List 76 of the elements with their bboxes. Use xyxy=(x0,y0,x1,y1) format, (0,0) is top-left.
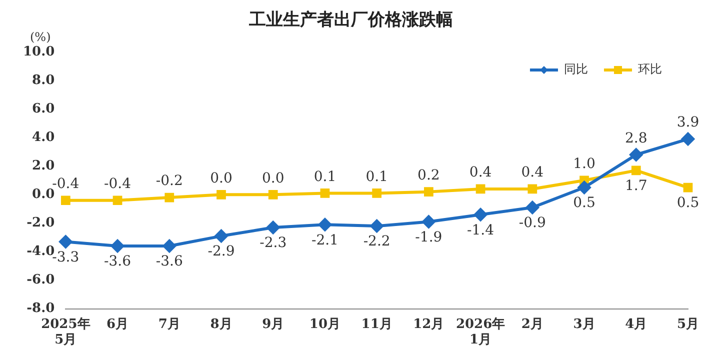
point xyxy=(474,208,488,222)
y-tick-label: -4.0 xyxy=(26,244,55,260)
data-label: 0.0 xyxy=(210,170,232,186)
point xyxy=(578,181,591,194)
legend-label: 环比 xyxy=(638,62,662,76)
y-axis-title: (%) xyxy=(30,30,51,44)
data-label: -2.9 xyxy=(208,244,235,260)
point xyxy=(111,240,124,253)
x-tick-label: 7月 xyxy=(158,316,180,332)
x-tick-label: 4月 xyxy=(625,316,648,332)
y-tick-label: 6.0 xyxy=(32,101,55,116)
point xyxy=(268,190,278,200)
data-label: 0.1 xyxy=(314,168,336,185)
x-tick-label: 8月 xyxy=(210,316,232,332)
x-tick-label: 5月 xyxy=(676,316,699,332)
x-tick-label: 2月 xyxy=(521,316,544,332)
y-tick-label: -2.0 xyxy=(26,216,55,231)
x-tick-label: 2026年 1月 xyxy=(456,316,506,348)
point xyxy=(476,184,486,194)
point xyxy=(266,220,280,234)
data-label: -3.6 xyxy=(104,254,132,270)
x-tick-label: 3月 xyxy=(573,316,596,332)
y-tick-label: 8.0 xyxy=(32,72,55,88)
y-tick-label: -6.0 xyxy=(26,272,55,288)
data-label: 0.5 xyxy=(676,195,700,212)
point xyxy=(59,235,72,248)
x-tick-label: 2025年 5月 xyxy=(41,316,90,348)
x-tick-label: 6月 xyxy=(106,316,129,332)
point xyxy=(214,230,228,243)
data-label: 1.0 xyxy=(573,156,596,172)
data-label: 0.4 xyxy=(469,164,492,181)
data-label: 1.7 xyxy=(624,178,648,194)
x-tick-label: 9月 xyxy=(262,316,284,332)
data-label: -3.6 xyxy=(156,254,183,270)
x-tick-label: 12月 xyxy=(413,316,444,332)
point xyxy=(162,240,176,253)
point xyxy=(370,220,384,233)
data-label: -1.9 xyxy=(415,229,442,246)
point xyxy=(164,192,174,202)
point xyxy=(683,182,693,192)
chart-title: 工业生产者出厂价格涨跌幅 xyxy=(248,9,454,31)
x-tick-label: 10月 xyxy=(309,316,341,332)
data-label: -0.9 xyxy=(518,215,546,232)
point xyxy=(631,166,641,176)
data-label: 2.8 xyxy=(624,130,648,146)
y-tick-label: 0.0 xyxy=(32,187,55,202)
data-label: 0.5 xyxy=(573,195,596,212)
data-label: -0.4 xyxy=(104,176,132,192)
y-tick-label: -8.0 xyxy=(26,301,55,316)
data-label: 0.0 xyxy=(262,170,284,186)
y-tick-label: 10.0 xyxy=(22,44,55,60)
data-label: -0.2 xyxy=(156,173,183,190)
y-tick-label: 4.0 xyxy=(32,130,55,145)
data-label: 3.9 xyxy=(676,114,700,131)
data-label: 0.2 xyxy=(418,167,440,184)
point xyxy=(422,215,436,228)
data-label: -1.4 xyxy=(467,222,494,238)
point xyxy=(681,132,694,146)
point xyxy=(630,148,643,162)
data-label: -2.3 xyxy=(260,235,287,252)
legend-label: 同比 xyxy=(564,62,588,76)
point xyxy=(318,218,332,232)
data-label: -2.2 xyxy=(363,234,390,250)
point xyxy=(372,188,382,198)
point xyxy=(320,188,330,198)
point xyxy=(424,187,434,196)
data-label: 0.4 xyxy=(521,164,544,181)
data-label: 0.1 xyxy=(366,168,388,185)
y-tick-label: 2.0 xyxy=(32,158,55,174)
point xyxy=(528,184,538,194)
point xyxy=(526,201,539,214)
x-tick-label: 11月 xyxy=(361,316,392,332)
data-label: -2.1 xyxy=(311,232,338,248)
point xyxy=(112,196,122,206)
point xyxy=(216,190,226,200)
point xyxy=(60,196,70,206)
